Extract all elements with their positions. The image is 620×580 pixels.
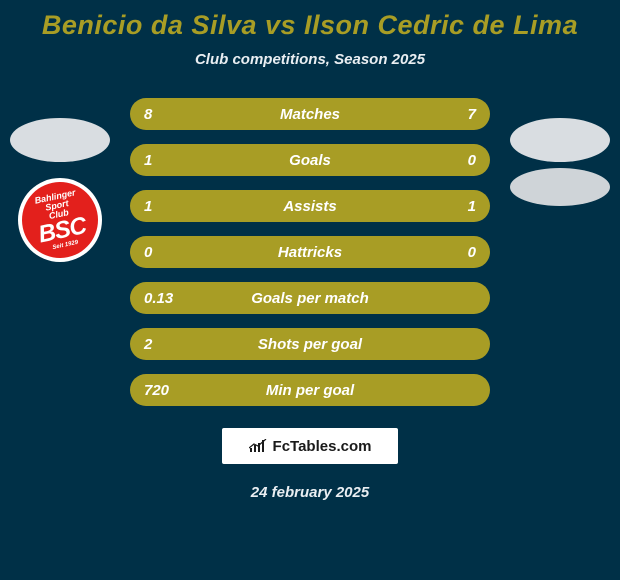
club-badge-inner: Bahlinger Sport Club BSC Seit 1929 bbox=[15, 175, 105, 265]
stat-left-value: 0.13 bbox=[144, 290, 173, 307]
stat-label: Hattricks bbox=[130, 244, 490, 261]
stat-right-value: 7 bbox=[468, 106, 476, 123]
stat-right-value: 1 bbox=[468, 198, 476, 215]
player-right-club-pill bbox=[510, 168, 610, 206]
stat-row: 8Matches7 bbox=[130, 98, 490, 130]
stat-label: Goals bbox=[130, 152, 490, 169]
stat-left-value: 1 bbox=[144, 152, 152, 169]
date-text: 24 february 2025 bbox=[0, 484, 620, 501]
stat-row: 0.13Goals per match bbox=[130, 282, 490, 314]
comparison-card: Benicio da Silva vs Ilson Cedric de Lima… bbox=[0, 0, 620, 580]
stat-left-value: 8 bbox=[144, 106, 152, 123]
stat-row: 0Hattricks0 bbox=[130, 236, 490, 268]
stat-row: 1Assists1 bbox=[130, 190, 490, 222]
player-left-avatar bbox=[10, 118, 110, 162]
stat-label: Goals per match bbox=[130, 290, 490, 307]
stat-label: Assists bbox=[130, 198, 490, 215]
stat-row: 1Goals0 bbox=[130, 144, 490, 176]
club-badge: Bahlinger Sport Club BSC Seit 1929 bbox=[18, 178, 102, 262]
stat-left-value: 2 bbox=[144, 336, 152, 353]
player-right-avatar bbox=[510, 118, 610, 162]
stat-left-value: 0 bbox=[144, 244, 152, 261]
brand-box[interactable]: FcTables.com bbox=[220, 426, 400, 466]
stat-label: Matches bbox=[130, 106, 490, 123]
page-title: Benicio da Silva vs Ilson Cedric de Lima bbox=[0, 10, 620, 41]
stat-label: Shots per goal bbox=[130, 336, 490, 353]
stat-row: 720Min per goal bbox=[130, 374, 490, 406]
stat-label: Min per goal bbox=[130, 382, 490, 399]
brand-chart-icon bbox=[249, 439, 267, 453]
stat-left-value: 1 bbox=[144, 198, 152, 215]
subtitle: Club competitions, Season 2025 bbox=[0, 51, 620, 68]
stat-bars: 8Matches71Goals01Assists10Hattricks00.13… bbox=[130, 98, 490, 406]
stat-row: 2Shots per goal bbox=[130, 328, 490, 360]
stat-left-value: 720 bbox=[144, 382, 169, 399]
stat-right-value: 0 bbox=[468, 244, 476, 261]
brand-text: FcTables.com bbox=[273, 438, 372, 455]
stat-right-value: 0 bbox=[468, 152, 476, 169]
